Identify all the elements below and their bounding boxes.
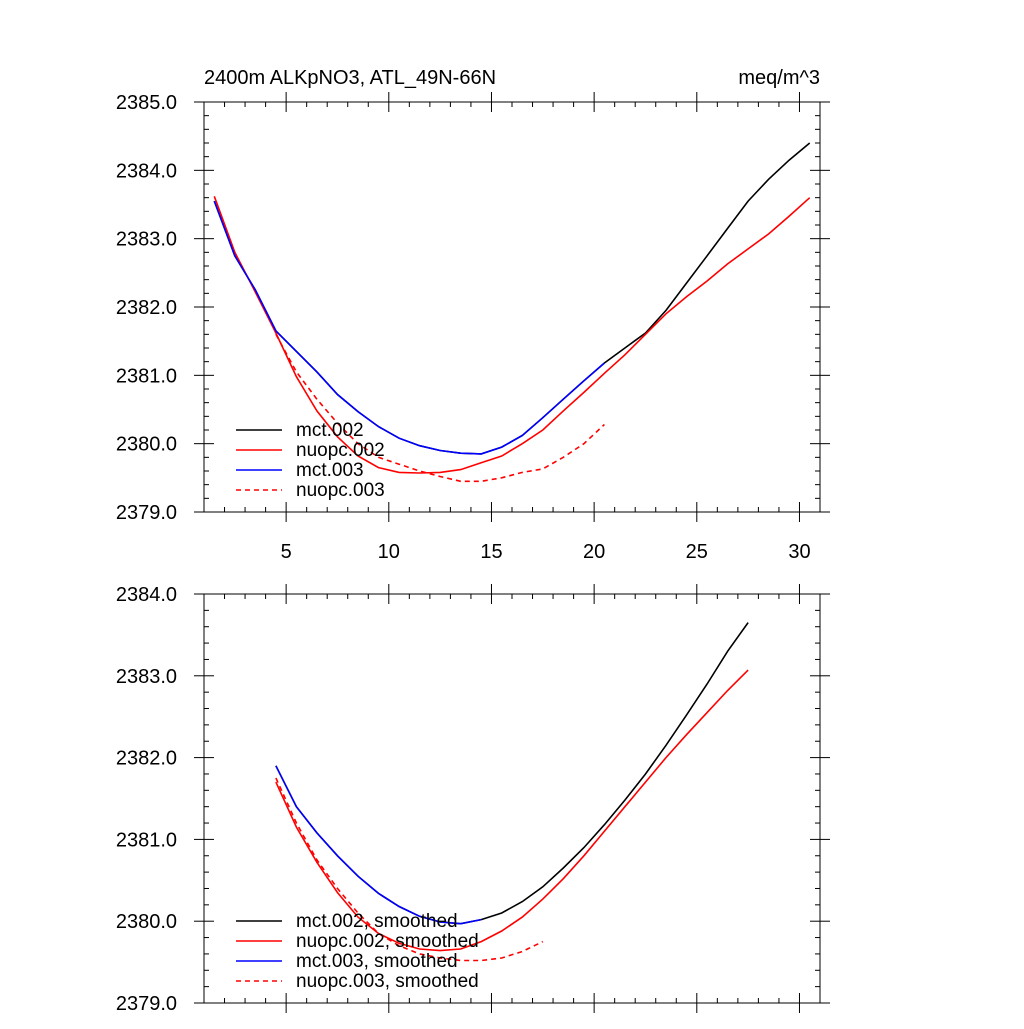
series-line-1 xyxy=(275,622,749,925)
series-line-1 xyxy=(213,142,811,455)
y-tick-label: 2380.0 xyxy=(116,911,177,933)
series-line-3 xyxy=(275,765,482,925)
y-tick-label: 2384.0 xyxy=(116,584,177,606)
y-tick-label: 2382.0 xyxy=(116,748,177,770)
y-tick-label: 2382.0 xyxy=(116,297,177,319)
chart-panel-1: 5 10 15 20 25 30 2379.0 2380.0 2381.0 2382.0 2383.… xyxy=(116,67,830,563)
y-tick-label: 2384.0 xyxy=(116,160,177,182)
x-tick-label: 15 xyxy=(480,541,502,563)
y-tick-label: 2381.0 xyxy=(116,365,177,387)
x-tick-label: 5 xyxy=(281,541,292,563)
legend-label: nuopc.002, smoothed xyxy=(296,931,479,952)
series-line-2 xyxy=(213,196,811,474)
y-tick-label: 2380.0 xyxy=(116,434,177,456)
y-tick-label: 2381.0 xyxy=(116,829,177,851)
legend-label: mct.003, smoothed xyxy=(296,951,458,972)
x-tick-label: 20 xyxy=(583,541,605,563)
legend-label: nuopc.003 xyxy=(296,480,385,501)
legend-label: nuopc.002 xyxy=(296,440,385,461)
y-tick-label: 2385.0 xyxy=(116,92,177,114)
y-tick-label: 2383.0 xyxy=(116,229,177,251)
chart-panel-2: 2379.0 2380.0 2381.0 2382.0 2383.0 2384.0 mct.… xyxy=(116,584,830,1015)
legend-label: mct.003 xyxy=(296,460,364,481)
series-line-3 xyxy=(213,200,605,455)
x-tick-label: 10 xyxy=(378,541,400,563)
x-tick-label: 25 xyxy=(686,541,708,563)
chart-title: 2400m ALKpNO3, ATL_49N-66N xyxy=(204,67,496,89)
y-tick-label: 2379.0 xyxy=(116,502,177,524)
y-tick-label: 2379.0 xyxy=(116,993,177,1015)
series-group xyxy=(213,142,811,483)
series-group xyxy=(275,622,749,962)
series-line-4 xyxy=(275,333,605,483)
chart-units: meq/m^3 xyxy=(738,67,820,89)
series-line-2 xyxy=(275,669,749,952)
y-tick-label: 2383.0 xyxy=(116,666,177,688)
x-tick-label: 30 xyxy=(788,541,810,563)
legend-label: mct.002 xyxy=(296,420,364,441)
legend-label: nuopc.003, smoothed xyxy=(296,971,479,992)
legend-label: mct.002, smoothed xyxy=(296,911,458,932)
